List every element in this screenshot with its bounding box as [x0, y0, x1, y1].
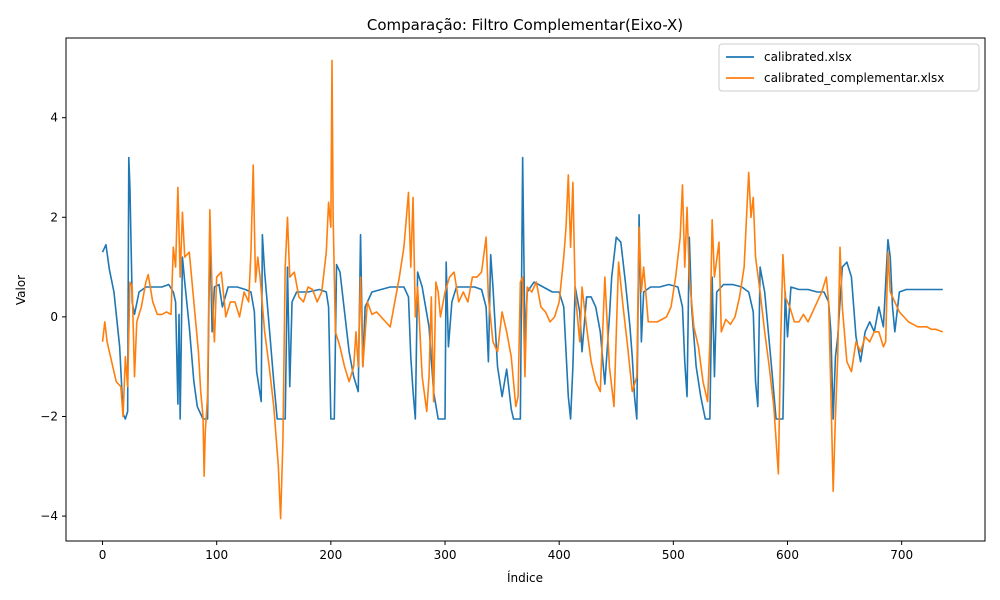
- x-tick-label: 0: [99, 548, 107, 562]
- plot-lines: [101, 59, 944, 520]
- legend: calibrated.xlsx calibrated_complementar.…: [718, 43, 980, 92]
- x-tick-label: 100: [205, 548, 228, 562]
- x-tick-label: 200: [319, 548, 342, 562]
- x-tick-label: 700: [890, 548, 913, 562]
- y-tick-label: 0: [50, 310, 58, 324]
- x-tick-label: 300: [434, 548, 457, 562]
- y-axis-label: Valor: [14, 275, 28, 305]
- y-tick-label: 4: [50, 111, 58, 125]
- y-axis: −4 −2 0 2 4: [40, 111, 66, 523]
- legend-box: [718, 43, 980, 92]
- plot-frame: [65, 37, 986, 542]
- x-axis: 0 100 200 300 400 500 600 700: [99, 541, 913, 562]
- series-line-calibrated: [101, 156, 943, 420]
- x-tick-label: 400: [548, 548, 571, 562]
- y-tick-label: −4: [40, 509, 58, 523]
- x-axis-label: Índice: [507, 570, 543, 585]
- legend-label-calibrated-complementar: calibrated_complementar.xlsx: [764, 71, 944, 85]
- series-line-calibrated-complementar: [101, 59, 944, 520]
- y-tick-label: −2: [40, 409, 58, 423]
- x-tick-label: 600: [776, 548, 799, 562]
- x-tick-label: 500: [662, 548, 685, 562]
- chart-title: Comparação: Filtro Complementar(Eixo-X): [367, 16, 683, 34]
- legend-label-calibrated: calibrated.xlsx: [764, 50, 852, 64]
- y-tick-label: 2: [50, 210, 58, 224]
